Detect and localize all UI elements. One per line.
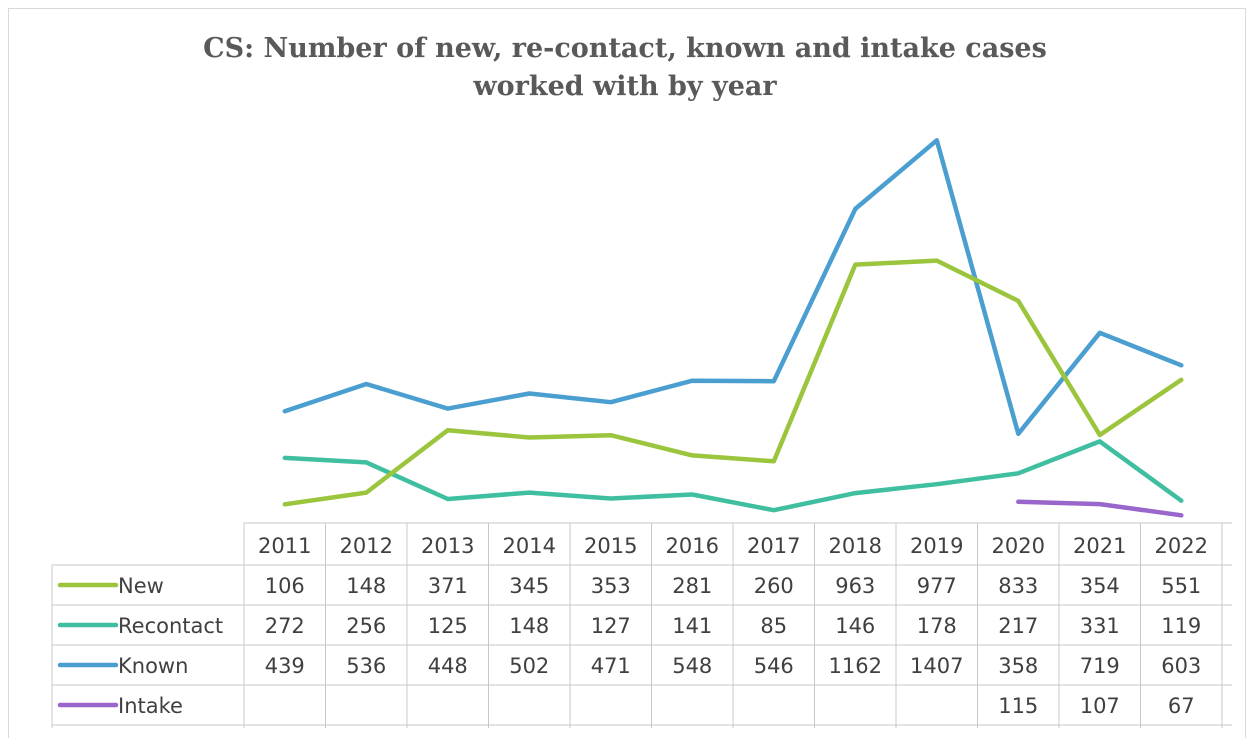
table-cell-known: 439	[265, 654, 305, 678]
series-line-recontact	[282, 439, 1184, 513]
table-cell-known: 548	[672, 654, 712, 678]
table-header-year: 2020	[992, 534, 1045, 558]
table-cell-new: 353	[591, 574, 631, 598]
table-cell-recontact: 217	[998, 614, 1038, 638]
table-cell-recontact: 119	[1161, 614, 1201, 638]
table-cell-new: 963	[835, 574, 875, 598]
table-cell-new: 354	[1080, 574, 1120, 598]
table-header-year: 2018	[829, 534, 882, 558]
table-cell-known: 536	[346, 654, 386, 678]
table-cell-recontact: 331	[1080, 614, 1120, 638]
series-line-known	[282, 138, 1184, 437]
table-header-year: 2016	[666, 534, 719, 558]
series-line-new	[282, 258, 1184, 507]
table-cell-new: 260	[754, 574, 794, 598]
table-cell-recontact: 148	[509, 614, 549, 638]
table-header-year: 2015	[584, 534, 637, 558]
table-cell-new: 345	[509, 574, 549, 598]
table-cell-known: 448	[428, 654, 468, 678]
legend-label-known: Known	[118, 654, 188, 678]
legend-label-intake: Intake	[118, 694, 183, 718]
table-header-year: 2013	[421, 534, 474, 558]
table-cell-intake: 107	[1080, 694, 1120, 718]
table-header-year: 2022	[1155, 534, 1208, 558]
table-cell-recontact: 256	[346, 614, 386, 638]
table-cell-new: 551	[1161, 574, 1201, 598]
table-header-year: 2012	[340, 534, 393, 558]
table-cell-known: 1407	[910, 654, 963, 678]
table-cell-recontact: 178	[917, 614, 957, 638]
table-cell-intake: 67	[1168, 694, 1195, 718]
chart-title: CS: Number of new, re-contact, known and…	[0, 30, 1250, 106]
table-cell-recontact: 127	[591, 614, 631, 638]
table-cell-known: 546	[754, 654, 794, 678]
chart-frame	[8, 8, 1246, 738]
table-cell-new: 106	[265, 574, 305, 598]
table-cell-known: 502	[509, 654, 549, 678]
table-cell-recontact: 125	[428, 614, 468, 638]
table-header-year: 2019	[910, 534, 963, 558]
table-cell-known: 1162	[829, 654, 882, 678]
table-header-year: 2021	[1073, 534, 1126, 558]
table-cell-known: 471	[591, 654, 631, 678]
data-table: 2011 2012 2013 2014 2015 2016 2017 2018 2019 2020…	[51, 522, 1232, 728]
table-header-year: 2014	[503, 534, 556, 558]
table-cell-known: 358	[998, 654, 1038, 678]
legend-label-new: New	[118, 574, 164, 598]
legend-label-recontact: Recontact	[118, 614, 223, 638]
table-header-year: 2017	[747, 534, 800, 558]
table-cell-known: 603	[1161, 654, 1201, 678]
table-cell-new: 281	[672, 574, 712, 598]
table-cell-known: 719	[1080, 654, 1120, 678]
series-lines	[282, 138, 1184, 518]
table-cell-recontact: 146	[835, 614, 875, 638]
table-cell-recontact: 141	[672, 614, 712, 638]
table-cell-new: 371	[428, 574, 468, 598]
table-cell-intake: 115	[998, 694, 1038, 718]
chart-title-line-1: CS: Number of new, re-contact, known and…	[203, 33, 1047, 64]
table-header-year: 2011	[258, 534, 311, 558]
chart-title-line-2: worked with by year	[473, 71, 777, 102]
table-cell-new: 833	[998, 574, 1038, 598]
table-cell-recontact: 85	[760, 614, 787, 638]
table-cell-new: 977	[917, 574, 957, 598]
table-cell-new: 148	[346, 574, 386, 598]
series-line-intake	[1016, 499, 1184, 518]
table-cell-recontact: 272	[265, 614, 305, 638]
